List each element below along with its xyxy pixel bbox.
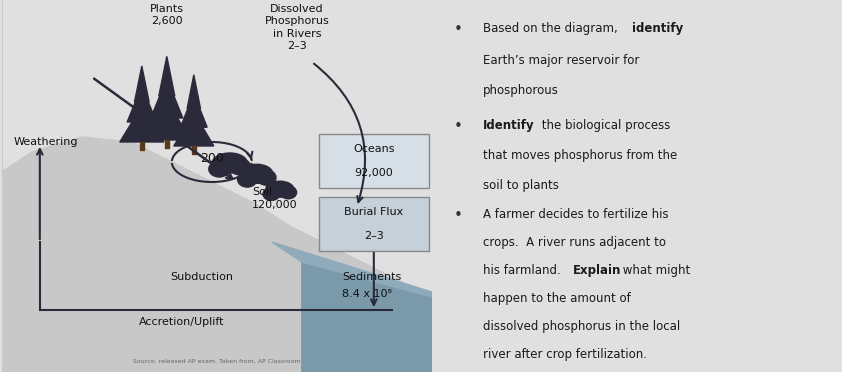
Ellipse shape (257, 170, 276, 185)
Ellipse shape (212, 153, 248, 173)
Ellipse shape (266, 181, 294, 197)
Text: Soil: Soil (252, 187, 272, 197)
Text: 200: 200 (200, 153, 224, 166)
Text: his farmland.: his farmland. (482, 264, 564, 277)
Text: Burial Flux: Burial Flux (344, 207, 403, 217)
Ellipse shape (230, 159, 251, 175)
Text: Source, released AP exam. Taken from, AP Classroom: Source, released AP exam. Taken from, AP… (133, 359, 301, 364)
Text: Identify: Identify (482, 119, 535, 132)
Text: •: • (454, 208, 463, 223)
Polygon shape (2, 0, 432, 372)
Text: Plants
2,600: Plants 2,600 (150, 4, 184, 26)
Text: crops.  A river runs adjacent to: crops. A river runs adjacent to (482, 236, 666, 249)
Text: happen to the amount of: happen to the amount of (482, 292, 631, 305)
Polygon shape (187, 75, 200, 109)
Text: dissolved phosphorus in the local: dissolved phosphorus in the local (482, 320, 679, 333)
Polygon shape (127, 86, 157, 122)
Polygon shape (173, 112, 214, 146)
Text: identify: identify (632, 22, 683, 35)
FancyBboxPatch shape (319, 197, 429, 251)
Ellipse shape (263, 187, 280, 201)
Ellipse shape (237, 172, 257, 187)
Text: Earth’s major reservoir for: Earth’s major reservoir for (482, 54, 639, 67)
Ellipse shape (209, 161, 230, 177)
Polygon shape (272, 242, 432, 297)
Ellipse shape (241, 164, 273, 183)
Polygon shape (151, 78, 183, 118)
Text: Based on the diagram,: Based on the diagram, (482, 22, 621, 35)
FancyBboxPatch shape (319, 134, 429, 188)
Text: that moves phosphorus from the: that moves phosphorus from the (482, 149, 677, 162)
Text: •: • (454, 119, 463, 134)
Text: Sediments: Sediments (342, 272, 401, 282)
Text: what might: what might (620, 264, 690, 277)
Ellipse shape (280, 186, 296, 199)
Text: soil to plants: soil to plants (482, 179, 558, 192)
Text: phosphorous: phosphorous (482, 84, 558, 97)
Polygon shape (192, 146, 196, 154)
Polygon shape (301, 262, 432, 372)
Polygon shape (120, 106, 164, 142)
Text: 92,000: 92,000 (354, 168, 393, 178)
Text: Dissolved
Phosphorus
in Rivers
2–3: Dissolved Phosphorus in Rivers 2–3 (264, 4, 329, 51)
Text: A farmer decides to fertilize his: A farmer decides to fertilize his (482, 208, 669, 221)
Polygon shape (180, 93, 207, 127)
Text: 120,000: 120,000 (252, 200, 297, 210)
Text: 2–3: 2–3 (364, 231, 384, 241)
Polygon shape (165, 140, 168, 148)
Text: Explain: Explain (573, 264, 621, 277)
Text: Subduction: Subduction (170, 272, 233, 282)
Text: Weathering: Weathering (13, 137, 78, 147)
Polygon shape (2, 0, 432, 372)
Text: Accretion/Uplift: Accretion/Uplift (139, 317, 225, 327)
Polygon shape (143, 100, 191, 140)
Text: Oceans: Oceans (353, 144, 395, 154)
Text: 8.4 x 10⁸: 8.4 x 10⁸ (342, 289, 392, 299)
Polygon shape (140, 142, 144, 150)
Text: river after crop fertilization.: river after crop fertilization. (482, 348, 647, 361)
Text: •: • (454, 22, 463, 37)
Polygon shape (159, 57, 175, 96)
Text: the biological process: the biological process (538, 119, 670, 132)
Polygon shape (135, 66, 149, 102)
